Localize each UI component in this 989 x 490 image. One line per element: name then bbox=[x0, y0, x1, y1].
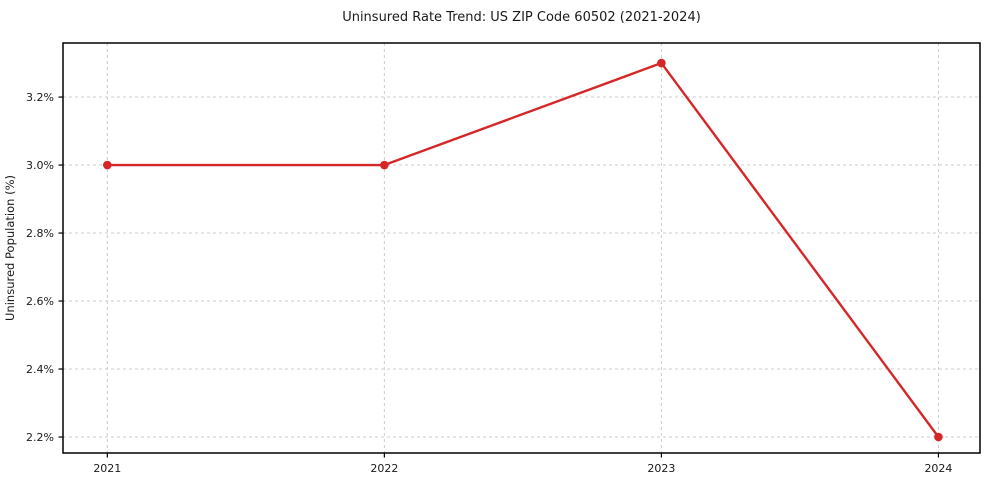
x-tick-label: 2023 bbox=[647, 462, 675, 475]
x-tick-label: 2021 bbox=[93, 462, 121, 475]
y-tick-label: 3.0% bbox=[26, 159, 54, 172]
plot-border bbox=[62, 42, 981, 454]
y-tick-label: 2.8% bbox=[26, 227, 54, 240]
trend-line bbox=[106, 61, 940, 439]
y-tick-label: 2.4% bbox=[26, 363, 54, 376]
data-point bbox=[103, 160, 112, 170]
y-axis-title: Uninsured Population (%) bbox=[3, 175, 17, 321]
data-points bbox=[103, 58, 943, 442]
chart-title: Uninsured Rate Trend: US ZIP Code 60502 … bbox=[342, 10, 701, 25]
x-tick-label: 2022 bbox=[370, 462, 398, 475]
x-tick-label: 2024 bbox=[924, 462, 952, 475]
y-tick-label: 3.2% bbox=[26, 91, 54, 104]
data-point bbox=[934, 432, 943, 442]
y-tick-label: 2.2% bbox=[26, 431, 54, 444]
data-point bbox=[380, 160, 389, 170]
data-point bbox=[657, 58, 666, 68]
y-tick-label: 2.6% bbox=[26, 295, 54, 308]
x-axis: 2021 2022 2023 2024 bbox=[93, 453, 952, 475]
